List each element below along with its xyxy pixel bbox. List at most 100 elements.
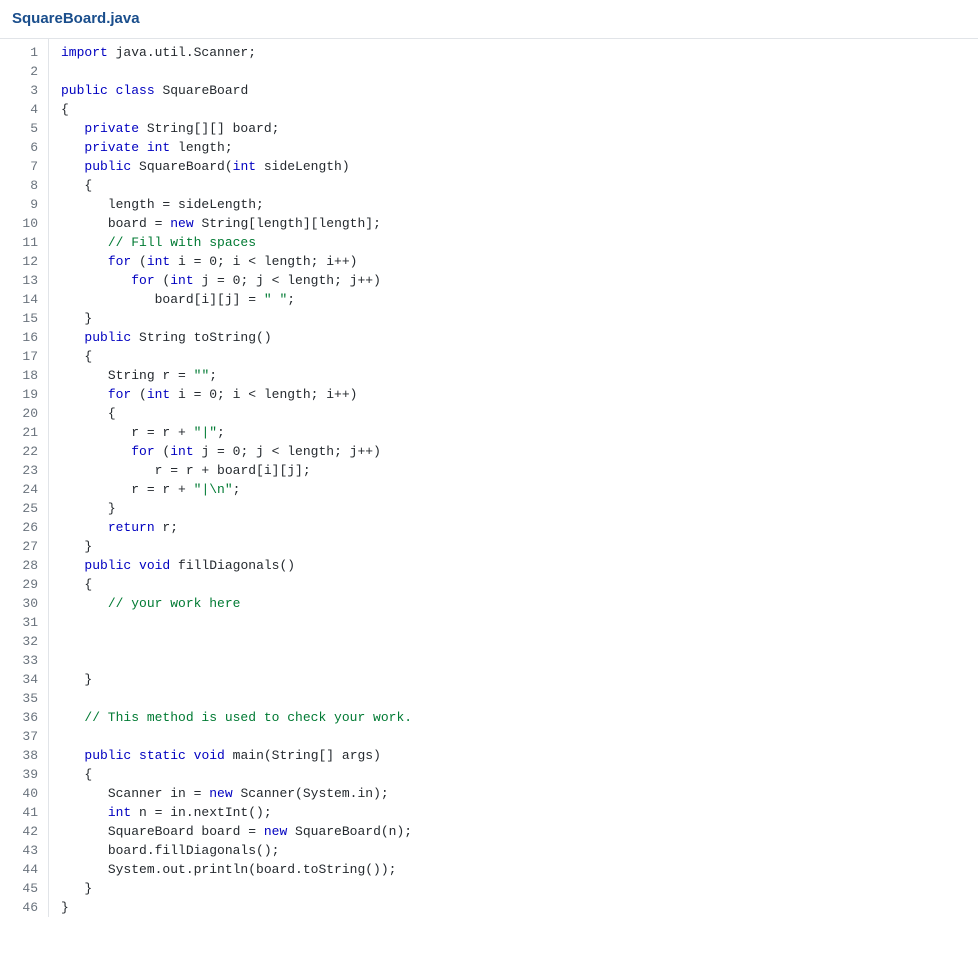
- token-plain: i = 0; i < length; i++): [170, 254, 357, 269]
- line-number: 23: [0, 461, 48, 480]
- line-number: 40: [0, 784, 48, 803]
- line-number: 6: [0, 138, 48, 157]
- line-number: 46: [0, 898, 48, 917]
- code-line[interactable]: // your work here: [61, 594, 978, 613]
- code-line[interactable]: }: [61, 898, 978, 917]
- code-line[interactable]: for (int i = 0; i < length; i++): [61, 252, 978, 271]
- token-comment: // Fill with spaces: [108, 235, 256, 250]
- line-number: 20: [0, 404, 48, 423]
- token-plain: ;: [287, 292, 295, 307]
- line-number: 13: [0, 271, 48, 290]
- token-plain: SquareBoard: [155, 83, 249, 98]
- token-plain: }: [84, 881, 92, 896]
- token-plain: (: [155, 273, 171, 288]
- token-keyword: for: [131, 444, 154, 459]
- code-line[interactable]: import java.util.Scanner;: [61, 43, 978, 62]
- token-plain: n = in.nextInt();: [131, 805, 271, 820]
- line-number: 18: [0, 366, 48, 385]
- code-line[interactable]: board[i][j] = " ";: [61, 290, 978, 309]
- code-line[interactable]: {: [61, 404, 978, 423]
- code-line[interactable]: public class SquareBoard: [61, 81, 978, 100]
- token-plain: ;: [209, 368, 217, 383]
- code-line[interactable]: {: [61, 176, 978, 195]
- code-line[interactable]: board = new String[length][length];: [61, 214, 978, 233]
- code-line[interactable]: }: [61, 537, 978, 556]
- code-line[interactable]: for (int j = 0; j < length; j++): [61, 442, 978, 461]
- token-keyword: private: [84, 121, 139, 136]
- token-plain: String[][] board;: [139, 121, 279, 136]
- code-line[interactable]: for (int i = 0; i < length; i++): [61, 385, 978, 404]
- code-line[interactable]: Scanner in = new Scanner(System.in);: [61, 784, 978, 803]
- token-plain: }: [84, 539, 92, 554]
- code-line[interactable]: // Fill with spaces: [61, 233, 978, 252]
- code-line[interactable]: String r = "";: [61, 366, 978, 385]
- token-string: " ": [264, 292, 287, 307]
- token-plain: java.util.Scanner;: [108, 45, 256, 60]
- line-number: 38: [0, 746, 48, 765]
- line-number: 35: [0, 689, 48, 708]
- token-keyword: int: [147, 387, 170, 402]
- code-line[interactable]: for (int j = 0; j < length; j++): [61, 271, 978, 290]
- line-number: 27: [0, 537, 48, 556]
- code-line[interactable]: r = r + "|";: [61, 423, 978, 442]
- token-string: "|": [194, 425, 217, 440]
- token-keyword: public: [61, 83, 108, 98]
- code-line[interactable]: [61, 689, 978, 708]
- code-line[interactable]: SquareBoard board = new SquareBoard(n);: [61, 822, 978, 841]
- code-line[interactable]: System.out.println(board.toString());: [61, 860, 978, 879]
- code-line[interactable]: [61, 613, 978, 632]
- code-line[interactable]: {: [61, 100, 978, 119]
- line-number: 22: [0, 442, 48, 461]
- code-line[interactable]: }: [61, 309, 978, 328]
- line-number: 5: [0, 119, 48, 138]
- code-line[interactable]: private String[][] board;: [61, 119, 978, 138]
- token-keyword: int: [108, 805, 131, 820]
- token-plain: {: [84, 178, 92, 193]
- token-keyword: int: [233, 159, 256, 174]
- code-line[interactable]: // This method is used to check your wor…: [61, 708, 978, 727]
- code-line[interactable]: }: [61, 499, 978, 518]
- token-plain: SquareBoard(n);: [287, 824, 412, 839]
- code-line[interactable]: public void fillDiagonals(): [61, 556, 978, 575]
- code-area[interactable]: import java.util.Scanner; public class S…: [49, 39, 978, 917]
- code-line[interactable]: }: [61, 879, 978, 898]
- code-line[interactable]: [61, 651, 978, 670]
- token-keyword: new: [264, 824, 287, 839]
- line-number: 39: [0, 765, 48, 784]
- code-line[interactable]: [61, 727, 978, 746]
- code-line[interactable]: }: [61, 670, 978, 689]
- token-keyword: int: [170, 444, 193, 459]
- token-plain: r = r + board[i][j];: [155, 463, 311, 478]
- code-line[interactable]: public SquareBoard(int sideLength): [61, 157, 978, 176]
- code-line[interactable]: {: [61, 575, 978, 594]
- line-number: 36: [0, 708, 48, 727]
- code-line[interactable]: length = sideLength;: [61, 195, 978, 214]
- code-line[interactable]: private int length;: [61, 138, 978, 157]
- token-plain: {: [84, 767, 92, 782]
- code-line[interactable]: {: [61, 765, 978, 784]
- line-number: 29: [0, 575, 48, 594]
- token-plain: System.out.println(board.toString());: [108, 862, 397, 877]
- token-keyword: int: [147, 140, 170, 155]
- token-keyword: public: [84, 748, 131, 763]
- line-number: 15: [0, 309, 48, 328]
- token-plain: i = 0; i < length; i++): [170, 387, 357, 402]
- code-line[interactable]: r = r + board[i][j];: [61, 461, 978, 480]
- token-keyword: class: [116, 83, 155, 98]
- code-line[interactable]: [61, 632, 978, 651]
- code-line[interactable]: r = r + "|\n";: [61, 480, 978, 499]
- code-line[interactable]: [61, 62, 978, 81]
- code-line[interactable]: public String toString(): [61, 328, 978, 347]
- token-keyword: public: [84, 159, 131, 174]
- token-plain: ;: [233, 482, 241, 497]
- code-line[interactable]: {: [61, 347, 978, 366]
- token-plain: (: [155, 444, 171, 459]
- token-keyword: import: [61, 45, 108, 60]
- line-number: 9: [0, 195, 48, 214]
- code-line[interactable]: int n = in.nextInt();: [61, 803, 978, 822]
- code-line[interactable]: board.fillDiagonals();: [61, 841, 978, 860]
- token-plain: String toString(): [131, 330, 271, 345]
- code-line[interactable]: return r;: [61, 518, 978, 537]
- line-number: 21: [0, 423, 48, 442]
- code-line[interactable]: public static void main(String[] args): [61, 746, 978, 765]
